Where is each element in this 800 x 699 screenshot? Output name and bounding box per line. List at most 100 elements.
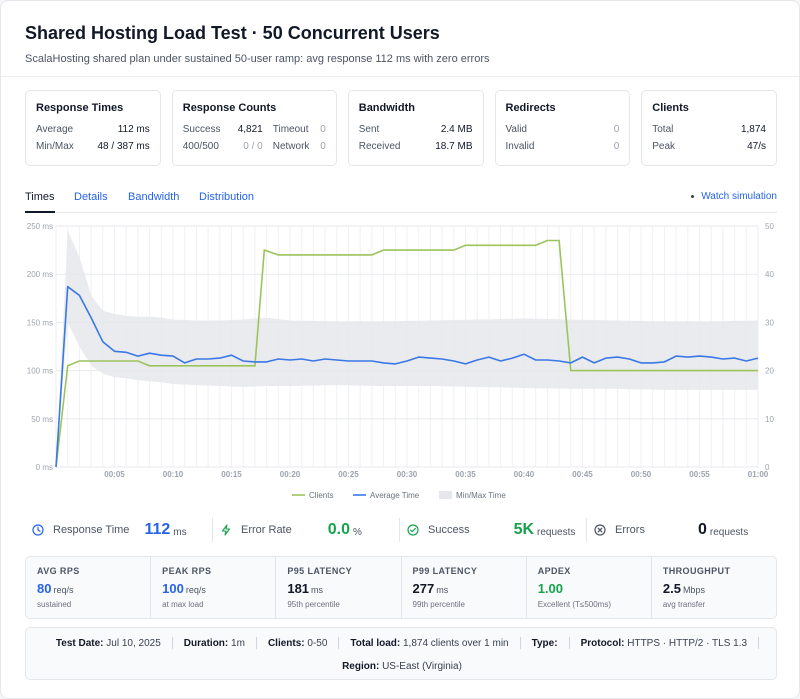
average-label: Average [36,124,74,135]
received-row: Received 18.7 MB [359,141,473,158]
tab-times[interactable]: Times [25,191,55,213]
test-date: Test Date: Jul 10, 2025 [55,637,161,649]
card-bandwidth: Bandwidth Sent 2.4 MB Received 18.7 MB [347,90,484,166]
metrics-grid: AVG RPS 80 req/s sustained PEAK RPS 100 re… [25,556,777,619]
tab-distribution[interactable]: Distribution [199,191,255,203]
metric-value: 1.00 [537,581,563,596]
card-redirects: Redirects Valid 0 Invalid 0 [494,90,631,166]
timeout-label: Timeout [272,124,309,135]
metric-value: 2.5 [662,581,681,596]
metric-label: AVG RPS [37,566,80,576]
card-title: Clients [652,102,689,114]
card-title: Response Counts [182,102,277,114]
metric-p99-latency: P99 LATENCY 277 ms 99th percentile [402,557,527,618]
footer-row: Test Date: Jul 10, 2025 Duration: 1m Cli… [26,637,778,649]
divider [568,637,570,649]
metric-caption: at max load [162,600,204,609]
tab-details[interactable]: Details [74,191,108,203]
y-left-tick-label: 250 ms [27,222,53,231]
valid-row: Valid 0 [506,124,620,141]
metric-apdex: APDEX 1.00 Excellent (T≤500ms) [527,557,652,618]
invalid-value: 0 [613,141,620,152]
y-right-tick-label: 20 [765,367,774,376]
average-row: Average 112 ms [36,124,150,141]
y-right-tick-label: 50 [765,222,774,231]
x-tick-label: 00:20 [280,470,301,479]
divider [519,637,521,649]
metric-caption: avg transfer [662,600,706,609]
stat-success: Success 5K requests [407,514,575,546]
stat-label: Error Rate [241,524,292,536]
minmax-label: Min/Max [36,141,74,152]
x-tick-label: 00:50 [631,470,652,479]
metric-caption: 95th percentile [287,600,340,609]
peak-value: 47/s [747,141,766,152]
test-info-footer: Test Date: Jul 10, 2025 Duration: 1m Cli… [25,627,777,680]
card-response-times: Response Times Average 112 ms Min/Max 48… [25,90,161,166]
invalid-label: Invalid [505,141,535,152]
card-clients: Clients Total 1,874 Peak 47/s [641,90,777,166]
stats-strip: Response Time 112 ms Error Rate 0.0 % Su… [25,514,777,546]
x-tick-label: 00:15 [221,470,242,479]
total-label: Total [652,124,674,135]
series-average-time-line [55,285,759,468]
metric-avg-rps: AVG RPS 80 req/s sustained [26,557,152,618]
divider [586,518,587,542]
page-subtitle: ScalaHosting shared plan under sustained… [25,53,490,65]
metric-peak-rps: PEAK RPS 100 req/s at max load [151,557,277,618]
metric-unit: ms [436,585,449,595]
footer-row: Region: US-East (Virginia) [26,661,778,672]
legend-label: Clients [309,491,333,500]
valid-label: Valid [505,124,528,135]
clock-icon [32,524,44,536]
errors-network-row: 400/500 0 / 0 Network 0 [183,141,326,158]
y-right-tick-label: 30 [765,318,774,327]
sent-value: 2.4 MB [440,124,473,135]
x-tick-label: 01:00 [748,470,769,479]
y-right-tick-label: 0 [765,463,770,472]
metric-label: APDEX [537,566,571,576]
divider [212,518,213,542]
chart-tabs: Times Details Bandwidth Distribution Wat… [25,186,777,213]
metric-value: 277 [412,581,435,596]
timeout-value: 0 [320,124,326,135]
tab-bandwidth[interactable]: Bandwidth [128,191,180,203]
region: Region: US-East (Virginia) [342,661,462,672]
success-label: Success [182,124,221,135]
metric-caption: Excellent (T≤500ms) [537,600,611,609]
sent-row: Sent 2.4 MB [359,124,473,141]
test-type: Type: [531,637,558,649]
stat-value: 112 [144,521,171,538]
stat-label: Errors [615,524,645,536]
check-circle-icon [407,524,419,536]
success-timeout-row: Success 4,821 Timeout 0 [183,124,326,141]
metric-throughput: THROUGHPUT 2.5 Mbps avg transfer [652,557,776,618]
peak-label: Peak [652,141,676,152]
y-right-tick-label: 10 [765,415,774,424]
response-time-chart: 0 ms 50 ms 100 ms 150 ms 200 ms 250 ms 0 10 20 30… [27,222,775,500]
sent-label: Sent [358,124,380,135]
metric-caption: sustained [37,600,72,609]
metric-label: P95 LATENCY [287,566,353,576]
card-title: Redirects [505,102,556,114]
received-value: 18.7 MB [435,141,473,152]
network-label: Network [272,141,310,152]
valid-value: 0 [613,124,620,135]
x-tick-label: 00:05 [104,470,125,479]
x-tick-label: 00:45 [572,470,593,479]
x-tick-label: 00:30 [397,470,418,479]
lightning-icon [221,524,231,536]
stat-unit: requests [709,526,749,538]
stat-error-rate: Error Rate 0.0 % [220,514,362,546]
y-left-tick-label: 100 ms [27,367,53,376]
stat-response-time: Response Time 112 ms [32,514,187,546]
x-tick-label: 00:25 [338,470,359,479]
stat-label: Response Time [53,524,130,536]
average-value: 112 ms [117,124,150,135]
stat-unit: ms [173,526,187,538]
divider [399,518,400,542]
x-tick-label: 00:40 [514,470,535,479]
y-left-tick-label: 200 ms [27,270,53,279]
watch-simulation-link[interactable]: Watch simulation [691,191,777,202]
metric-caption: 99th percentile [412,600,465,609]
